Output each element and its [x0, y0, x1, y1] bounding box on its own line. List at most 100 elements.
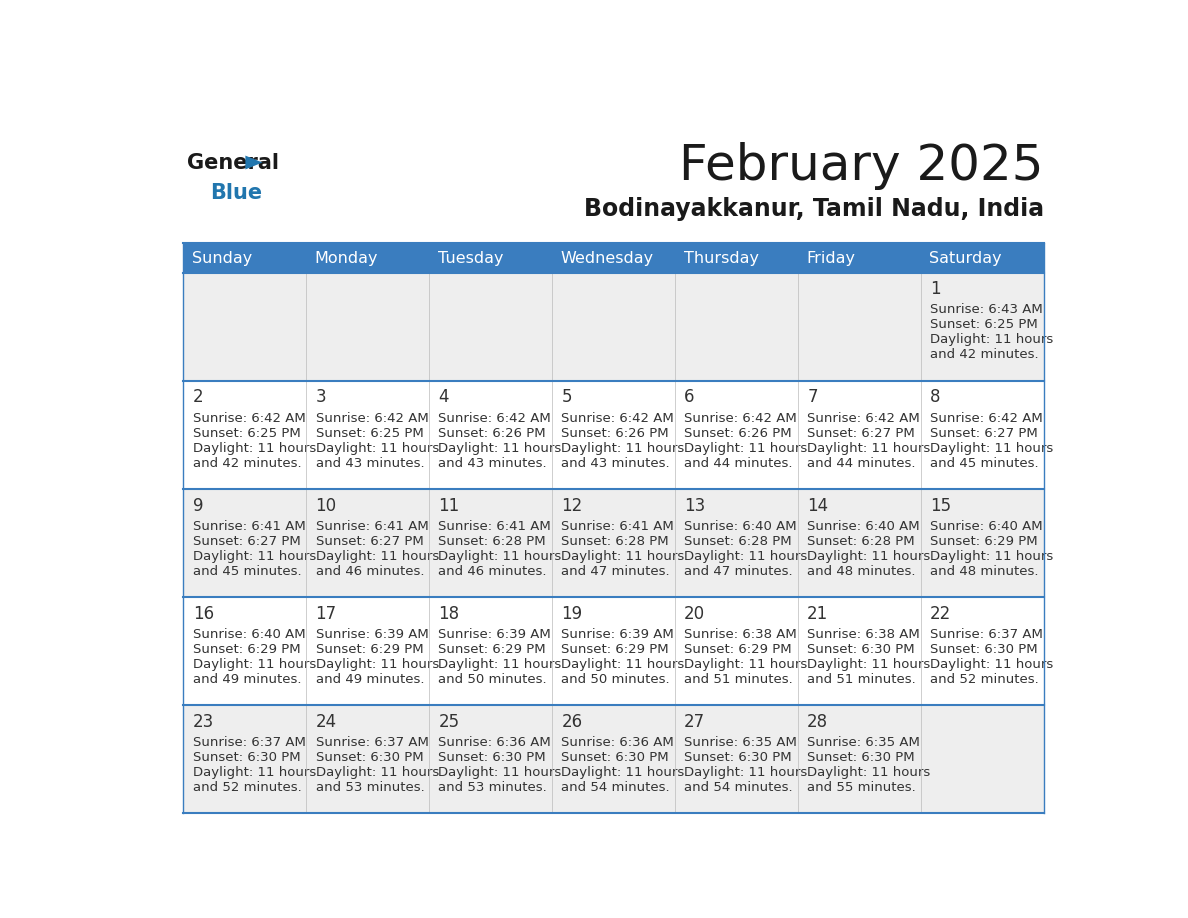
Bar: [183, 597, 1043, 705]
Text: and 49 minutes.: and 49 minutes.: [316, 673, 424, 686]
Bar: [183, 489, 1043, 597]
Text: and 52 minutes.: and 52 minutes.: [930, 673, 1038, 686]
Text: 24: 24: [316, 712, 336, 731]
Text: Sunset: 6:28 PM: Sunset: 6:28 PM: [684, 534, 792, 548]
Text: Sunset: 6:29 PM: Sunset: 6:29 PM: [192, 643, 301, 655]
Text: Sunrise: 6:37 AM: Sunrise: 6:37 AM: [316, 736, 429, 749]
Text: Daylight: 11 hours: Daylight: 11 hours: [930, 658, 1054, 671]
Text: Sunrise: 6:39 AM: Sunrise: 6:39 AM: [562, 628, 674, 641]
Text: and 48 minutes.: and 48 minutes.: [807, 565, 916, 577]
Text: Daylight: 11 hours: Daylight: 11 hours: [438, 550, 562, 563]
Text: 21: 21: [807, 605, 828, 622]
Text: Sunrise: 6:35 AM: Sunrise: 6:35 AM: [684, 736, 797, 749]
Text: and 43 minutes.: and 43 minutes.: [438, 456, 548, 470]
Text: Sunset: 6:30 PM: Sunset: 6:30 PM: [807, 643, 915, 655]
Text: and 51 minutes.: and 51 minutes.: [684, 673, 794, 686]
Text: Daylight: 11 hours: Daylight: 11 hours: [684, 550, 808, 563]
Text: 27: 27: [684, 712, 706, 731]
Text: Daylight: 11 hours: Daylight: 11 hours: [684, 766, 808, 778]
Text: Sunset: 6:29 PM: Sunset: 6:29 PM: [684, 643, 792, 655]
Text: and 48 minutes.: and 48 minutes.: [930, 565, 1038, 577]
Text: Sunset: 6:27 PM: Sunset: 6:27 PM: [807, 427, 915, 440]
Text: Daylight: 11 hours: Daylight: 11 hours: [562, 766, 684, 778]
Text: Sunrise: 6:42 AM: Sunrise: 6:42 AM: [192, 411, 305, 424]
Text: Daylight: 11 hours: Daylight: 11 hours: [930, 550, 1054, 563]
Text: Wednesday: Wednesday: [561, 251, 653, 265]
Bar: [183, 273, 1043, 381]
Text: Friday: Friday: [807, 251, 855, 265]
Bar: [675, 243, 798, 273]
Text: and 43 minutes.: and 43 minutes.: [562, 456, 670, 470]
Text: Sunrise: 6:42 AM: Sunrise: 6:42 AM: [807, 411, 920, 424]
Text: Sunrise: 6:40 AM: Sunrise: 6:40 AM: [684, 520, 797, 532]
Text: General: General: [188, 152, 279, 173]
Bar: [429, 243, 552, 273]
Text: and 42 minutes.: and 42 minutes.: [192, 456, 302, 470]
Text: Sunrise: 6:39 AM: Sunrise: 6:39 AM: [316, 628, 429, 641]
Text: Sunset: 6:26 PM: Sunset: 6:26 PM: [684, 427, 792, 440]
Text: Sunset: 6:29 PM: Sunset: 6:29 PM: [930, 534, 1037, 548]
Text: Sunset: 6:30 PM: Sunset: 6:30 PM: [807, 751, 915, 764]
Text: Daylight: 11 hours: Daylight: 11 hours: [930, 333, 1054, 346]
Text: Sunrise: 6:40 AM: Sunrise: 6:40 AM: [192, 628, 305, 641]
Text: Sunrise: 6:41 AM: Sunrise: 6:41 AM: [438, 520, 551, 532]
Text: Sunset: 6:30 PM: Sunset: 6:30 PM: [684, 751, 792, 764]
Text: Bodinayakkanur, Tamil Nadu, India: Bodinayakkanur, Tamil Nadu, India: [583, 196, 1043, 220]
Text: Sunrise: 6:42 AM: Sunrise: 6:42 AM: [930, 411, 1043, 424]
Text: Sunset: 6:30 PM: Sunset: 6:30 PM: [316, 751, 423, 764]
Text: Daylight: 11 hours: Daylight: 11 hours: [316, 658, 438, 671]
Text: 14: 14: [807, 497, 828, 515]
Text: and 53 minutes.: and 53 minutes.: [316, 781, 424, 794]
Bar: [921, 243, 1043, 273]
Text: Daylight: 11 hours: Daylight: 11 hours: [192, 550, 316, 563]
Polygon shape: [246, 155, 263, 170]
Text: Sunset: 6:29 PM: Sunset: 6:29 PM: [438, 643, 546, 655]
Text: Sunrise: 6:41 AM: Sunrise: 6:41 AM: [562, 520, 674, 532]
Text: Sunset: 6:25 PM: Sunset: 6:25 PM: [192, 427, 301, 440]
Text: 13: 13: [684, 497, 706, 515]
Text: Sunrise: 6:43 AM: Sunrise: 6:43 AM: [930, 304, 1043, 317]
Text: and 44 minutes.: and 44 minutes.: [807, 456, 916, 470]
Text: 3: 3: [316, 388, 327, 407]
Text: Sunset: 6:27 PM: Sunset: 6:27 PM: [930, 427, 1038, 440]
Text: Sunset: 6:28 PM: Sunset: 6:28 PM: [562, 534, 669, 548]
Text: Sunrise: 6:40 AM: Sunrise: 6:40 AM: [807, 520, 920, 532]
Text: and 45 minutes.: and 45 minutes.: [192, 565, 302, 577]
Text: Sunrise: 6:38 AM: Sunrise: 6:38 AM: [684, 628, 797, 641]
Text: Saturday: Saturday: [929, 251, 1001, 265]
Text: Daylight: 11 hours: Daylight: 11 hours: [562, 550, 684, 563]
Text: 12: 12: [562, 497, 582, 515]
Text: and 51 minutes.: and 51 minutes.: [807, 673, 916, 686]
Text: and 53 minutes.: and 53 minutes.: [438, 781, 548, 794]
Text: Daylight: 11 hours: Daylight: 11 hours: [684, 658, 808, 671]
Text: 17: 17: [316, 605, 336, 622]
Text: Sunset: 6:26 PM: Sunset: 6:26 PM: [438, 427, 546, 440]
Text: Daylight: 11 hours: Daylight: 11 hours: [562, 442, 684, 454]
Text: and 46 minutes.: and 46 minutes.: [316, 565, 424, 577]
Text: Sunrise: 6:35 AM: Sunrise: 6:35 AM: [807, 736, 920, 749]
Text: Sunrise: 6:36 AM: Sunrise: 6:36 AM: [438, 736, 551, 749]
Text: 4: 4: [438, 388, 449, 407]
Text: 9: 9: [192, 497, 203, 515]
Text: Sunset: 6:28 PM: Sunset: 6:28 PM: [438, 534, 546, 548]
Text: Daylight: 11 hours: Daylight: 11 hours: [316, 442, 438, 454]
Text: and 54 minutes.: and 54 minutes.: [684, 781, 792, 794]
Text: Daylight: 11 hours: Daylight: 11 hours: [807, 766, 930, 778]
Text: Thursday: Thursday: [683, 251, 759, 265]
Text: 25: 25: [438, 712, 460, 731]
Text: Sunset: 6:30 PM: Sunset: 6:30 PM: [562, 751, 669, 764]
Text: Sunset: 6:30 PM: Sunset: 6:30 PM: [930, 643, 1037, 655]
Text: 18: 18: [438, 605, 460, 622]
Text: and 46 minutes.: and 46 minutes.: [438, 565, 546, 577]
Text: Daylight: 11 hours: Daylight: 11 hours: [807, 658, 930, 671]
Text: 23: 23: [192, 712, 214, 731]
Text: February 2025: February 2025: [680, 142, 1043, 190]
Text: Daylight: 11 hours: Daylight: 11 hours: [438, 766, 562, 778]
Text: and 50 minutes.: and 50 minutes.: [438, 673, 548, 686]
Text: Daylight: 11 hours: Daylight: 11 hours: [192, 442, 316, 454]
Text: Sunset: 6:30 PM: Sunset: 6:30 PM: [192, 751, 301, 764]
Text: Sunset: 6:28 PM: Sunset: 6:28 PM: [807, 534, 915, 548]
Text: Sunrise: 6:42 AM: Sunrise: 6:42 AM: [438, 411, 551, 424]
Text: Sunset: 6:29 PM: Sunset: 6:29 PM: [316, 643, 423, 655]
Text: 28: 28: [807, 712, 828, 731]
